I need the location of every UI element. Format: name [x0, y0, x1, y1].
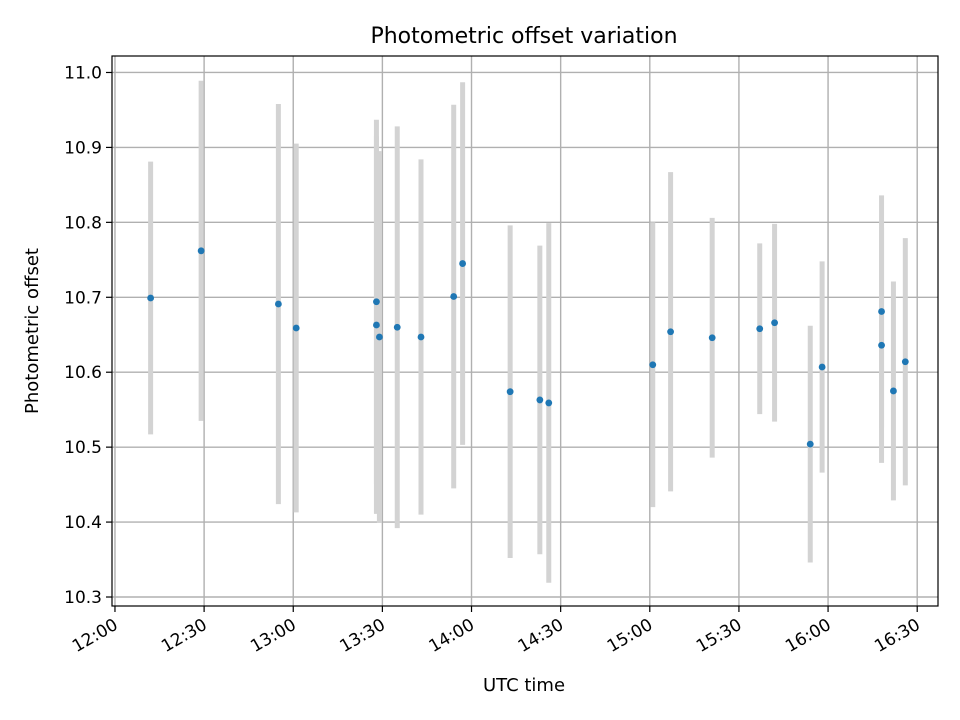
chart-title: Photometric offset variation: [370, 24, 677, 49]
y-tick-label: 10.7: [64, 288, 102, 308]
data-point: [197, 247, 205, 255]
data-point: [147, 294, 155, 302]
grid-layer: [112, 56, 938, 606]
data-point: [901, 358, 909, 366]
data-point: [450, 293, 458, 300]
data-point: [274, 300, 282, 308]
y-axis-label: Photometric offset: [22, 248, 43, 414]
data-point: [536, 396, 544, 404]
x-axis-label: UTC time: [483, 675, 565, 696]
data-point: [756, 325, 764, 333]
data-point: [506, 388, 514, 396]
y-tick-label: 10.9: [64, 138, 102, 158]
data-point: [818, 363, 826, 371]
y-tick-label: 10.4: [64, 513, 102, 533]
data-point: [373, 298, 380, 306]
y-tick-label: 10.8: [64, 213, 102, 233]
data-point: [878, 308, 885, 315]
data-point: [373, 321, 380, 329]
data-point: [878, 341, 885, 349]
data-point: [393, 323, 401, 331]
y-tick-label: 10.5: [64, 438, 102, 458]
data-point: [890, 387, 897, 395]
y-tick-label: 11.0: [64, 63, 102, 83]
point-layer: [147, 247, 909, 448]
data-point: [708, 334, 716, 342]
data-point: [545, 399, 553, 407]
plot-frame: [111, 55, 939, 607]
y-tick-label: 10.6: [64, 363, 102, 383]
data-point: [292, 324, 300, 332]
data-point: [376, 333, 383, 341]
data-point: [771, 319, 778, 327]
data-point: [417, 333, 425, 341]
data-point: [459, 260, 467, 267]
y-tick-label: 10.3: [64, 588, 102, 608]
data-point: [649, 361, 657, 369]
data-point: [667, 328, 674, 336]
data-point: [806, 440, 814, 448]
